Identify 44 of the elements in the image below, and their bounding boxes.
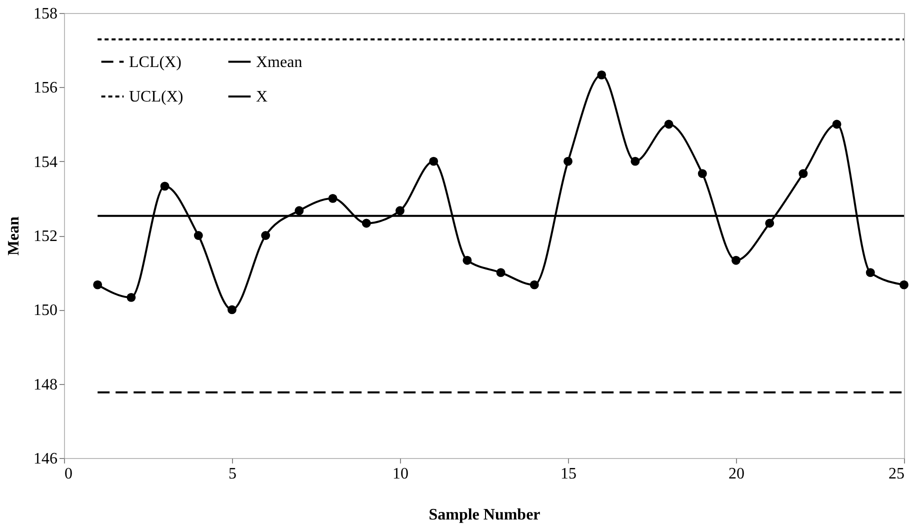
legend-label: LCL(X) xyxy=(129,54,182,71)
y-tick-label: 158 xyxy=(34,6,58,22)
point xyxy=(496,268,506,278)
y-tick-label: 148 xyxy=(34,376,58,394)
point xyxy=(698,169,707,178)
y-axis-title: Mean xyxy=(6,216,22,256)
y-tick-label: 156 xyxy=(34,80,58,97)
point xyxy=(126,292,136,302)
y-tick-label: 152 xyxy=(34,228,58,245)
legend-label: Xmean xyxy=(256,54,302,71)
point xyxy=(396,206,404,216)
point xyxy=(832,120,842,129)
point xyxy=(228,305,236,314)
x-tick-label: 5 xyxy=(228,466,236,482)
point xyxy=(530,280,539,290)
y-tick-label: 154 xyxy=(34,154,58,171)
x-axis-title: Sample Number xyxy=(428,506,540,524)
point xyxy=(462,256,472,265)
point xyxy=(664,120,674,129)
point xyxy=(362,218,371,228)
x-tick-label: 25 xyxy=(888,466,904,482)
x-tick-label: 15 xyxy=(560,466,576,482)
point xyxy=(160,182,170,191)
point xyxy=(328,194,338,203)
x-tick-label: 0 xyxy=(64,466,72,482)
x-tick-label: 10 xyxy=(392,466,408,482)
y-tick-label: 146 xyxy=(34,450,58,468)
point xyxy=(261,231,270,240)
point xyxy=(798,169,808,178)
point xyxy=(765,218,774,228)
point xyxy=(194,231,203,240)
point xyxy=(630,156,640,166)
point xyxy=(564,156,572,166)
point xyxy=(93,280,102,290)
point xyxy=(429,156,438,166)
point xyxy=(294,206,304,216)
point xyxy=(866,268,875,278)
legend-label: X xyxy=(256,88,268,106)
legend-label: UCL(X) xyxy=(129,88,184,106)
x-tick-label: 20 xyxy=(728,466,744,482)
y-tick-label: 150 xyxy=(34,302,58,320)
point xyxy=(732,256,740,265)
point xyxy=(900,280,908,290)
point xyxy=(597,70,606,80)
